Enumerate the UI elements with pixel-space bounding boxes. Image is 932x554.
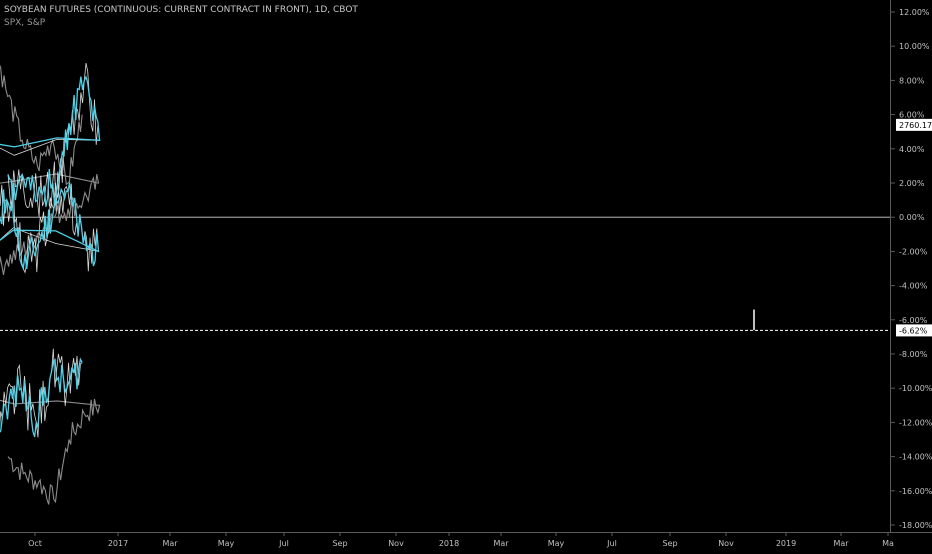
- x-tick-label: Nov: [718, 539, 734, 548]
- x-tick-label: May: [548, 539, 565, 548]
- y-tick-label: -16.00%: [899, 487, 932, 496]
- y-tick-label: -2.00%: [899, 247, 928, 256]
- series-line-soybean: [0, 75, 101, 438]
- y-tick-label: -18.00%: [899, 521, 932, 530]
- y-tick-label: -10.00%: [899, 384, 932, 393]
- chart-subtitle: SPX, S&P: [4, 18, 46, 28]
- x-tick-label: Jul: [278, 539, 289, 548]
- x-tick-label: May: [218, 539, 235, 548]
- y-tick-label: -4.00%: [899, 282, 928, 291]
- y-tick-label: -8.00%: [899, 350, 928, 359]
- x-tick-label: Nov: [388, 539, 404, 548]
- y-tick-label: 2.00%: [899, 179, 925, 188]
- reference-label: -6.62%: [899, 326, 928, 335]
- x-tick-label: 2019: [776, 539, 796, 548]
- x-tick-label: Jul: [606, 539, 617, 548]
- y-tick-label: -6.00%: [899, 316, 928, 325]
- reference-badge: [896, 324, 932, 337]
- x-tick-label: Sep: [662, 539, 677, 548]
- x-tick-label: Sep: [332, 539, 347, 548]
- y-tick-label: 4.00%: [899, 145, 925, 154]
- y-tick-label: 8.00%: [899, 76, 925, 85]
- y-tick-label: 10.00%: [899, 42, 930, 51]
- x-tick-label: Mar: [493, 539, 509, 548]
- y-tick-label: 12.00%: [899, 8, 930, 17]
- x-tick-label: 2018: [439, 539, 459, 548]
- x-tick-label: 2017: [108, 539, 128, 548]
- spx-last-badge: [896, 118, 932, 131]
- x-tick-label: Ma: [882, 539, 894, 548]
- spx-last-label: 2760.17: [899, 121, 932, 130]
- legend: SOYBEAN FUTURES (CONTINUOUS: CURRENT CON…: [4, 4, 358, 30]
- y-tick-label: -12.00%: [899, 418, 932, 427]
- x-tick-label: Mar: [162, 539, 178, 548]
- x-tick-label: Oct: [28, 539, 42, 548]
- y-tick-label: 0.00%: [899, 213, 925, 222]
- chart-title: SOYBEAN FUTURES (CONTINUOUS: CURRENT CON…: [4, 5, 358, 15]
- x-tick-label: Mar: [833, 539, 849, 548]
- y-tick-label: -14.00%: [899, 453, 932, 462]
- y-tick-label: 6.00%: [899, 111, 925, 120]
